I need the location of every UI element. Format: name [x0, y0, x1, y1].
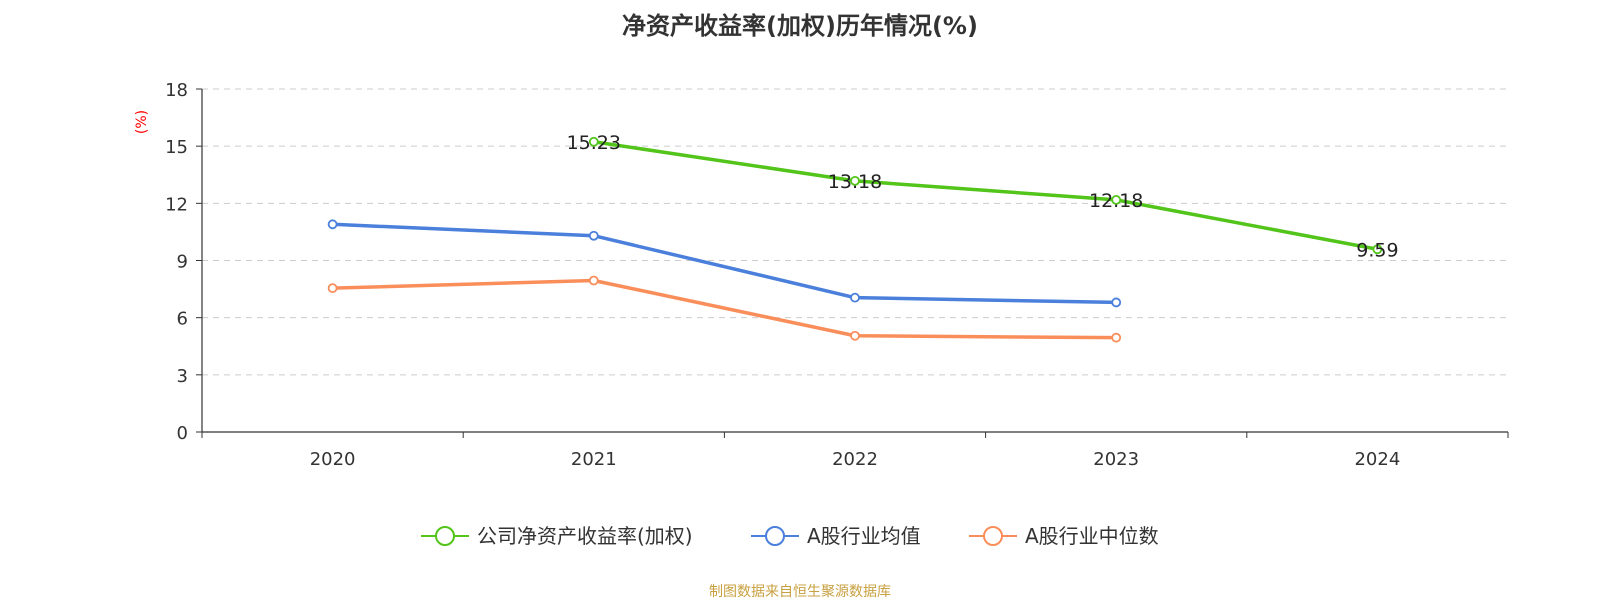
y-tick-label: 3	[177, 366, 188, 387]
axes: 0 3 6 9 12 15 18 (%) 2020 2021 2022 2023 2024	[134, 80, 1509, 470]
legend-marker	[765, 526, 785, 546]
x-tick-label: 2024	[1354, 449, 1400, 470]
legend-item-1: A股行业均值	[751, 524, 921, 548]
series-line	[592, 140, 1380, 252]
series-1	[327, 219, 1122, 308]
data-labels: 15.23 13.18 12.18 9.59	[567, 132, 1399, 261]
y-tick-label: 9	[177, 252, 188, 273]
y-tick-label: 6	[177, 309, 188, 330]
data-point	[588, 230, 599, 241]
series-line	[330, 222, 1118, 305]
y-tick-label: 12	[165, 194, 188, 215]
data-point	[327, 283, 338, 294]
data-label: 13.18	[828, 171, 882, 193]
x-tick-label: 2022	[832, 449, 878, 470]
legend-item-2: A股行业中位数	[969, 524, 1159, 548]
data-point	[1111, 297, 1122, 308]
source-note: 制图数据来自恒生聚源数据库	[709, 584, 891, 600]
data-label: 9.59	[1356, 239, 1398, 261]
data-point	[327, 219, 338, 230]
data-point	[850, 175, 860, 186]
y-axis-unit-label: (%)	[134, 110, 150, 134]
legend-marker	[435, 526, 455, 546]
series-line	[330, 278, 1118, 340]
y-tick-label: 18	[165, 80, 188, 101]
data-point	[1111, 332, 1122, 343]
data-label: 12.18	[1089, 190, 1143, 212]
chart-title: 净资产收益率(加权)历年情况(%)	[622, 12, 978, 40]
grid-lines	[202, 88, 1508, 376]
x-tick-label: 2020	[310, 449, 356, 470]
x-tick-label: 2021	[571, 449, 617, 470]
data-point	[588, 136, 599, 147]
data-point	[1372, 244, 1383, 255]
legend: 公司净资产收益率(加权) A股行业均值 A股行业中位数	[421, 524, 1159, 548]
series-lines	[327, 136, 1383, 343]
legend-item-0: 公司净资产收益率(加权)	[421, 524, 693, 548]
series-2	[327, 275, 1122, 343]
legend-marker	[983, 526, 1003, 546]
data-label: 15.23	[567, 132, 621, 154]
data-point	[1111, 195, 1122, 205]
y-tick-label: 15	[165, 137, 188, 158]
legend-label: 公司净资产收益率(加权)	[477, 524, 693, 548]
x-tick-label: 2023	[1093, 449, 1139, 470]
data-point	[850, 330, 860, 341]
data-point	[850, 292, 860, 303]
series-0	[588, 136, 1383, 255]
data-point	[588, 275, 599, 286]
y-tick-label: 0	[177, 423, 188, 444]
legend-label: A股行业均值	[807, 524, 921, 548]
legend-label: A股行业中位数	[1025, 524, 1159, 548]
